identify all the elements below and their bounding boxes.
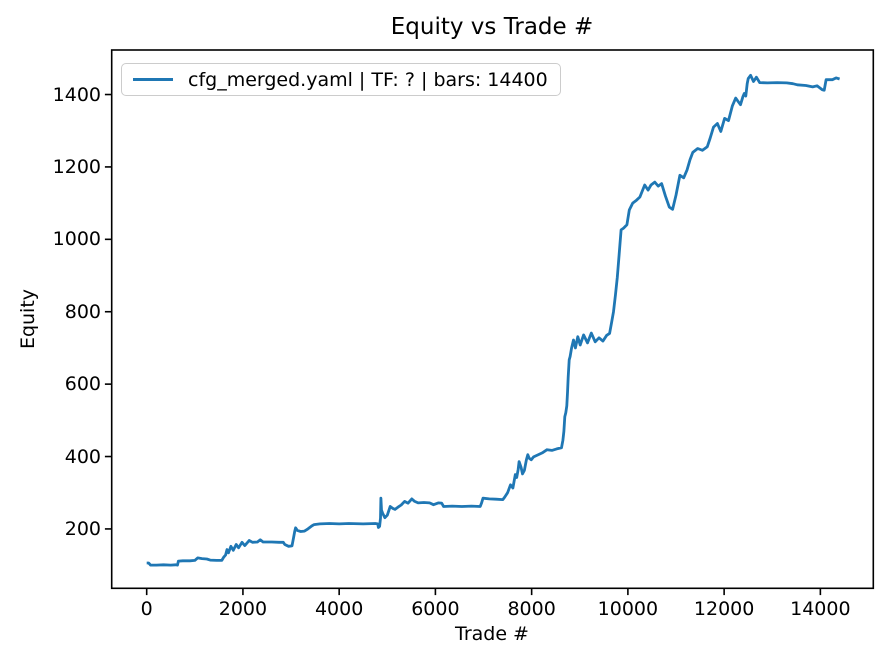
- y-tick-label: 1200: [52, 155, 101, 178]
- x-tick-label: 8000: [507, 598, 556, 620]
- tick-marks: [104, 93, 822, 596]
- x-tick-label: 0: [140, 598, 153, 620]
- x-tick-label: 10000: [597, 598, 659, 620]
- x-tick-label: 14000: [790, 598, 851, 620]
- y-tick-label: 1000: [52, 228, 101, 251]
- y-tick-label: 200: [64, 517, 101, 540]
- chart-title: Equity vs Trade #: [390, 14, 594, 40]
- x-tick-label: 4000: [314, 598, 364, 620]
- legend-label: cfg_merged.yaml | TF: ? | bars: 14400: [188, 68, 548, 91]
- x-tick-label: 2000: [218, 598, 268, 620]
- x-axis-label: Trade #: [455, 623, 529, 645]
- x-tick-label: 6000: [411, 598, 460, 620]
- equity-curve: [146, 73, 841, 567]
- y-tick-label: 400: [64, 445, 101, 468]
- legend-line-swatch: [133, 77, 173, 82]
- axes-spines: [110, 49, 875, 590]
- y-tick-label: 800: [64, 300, 101, 323]
- x-tick-label: 12000: [693, 598, 755, 620]
- y-tick-label: 1400: [52, 83, 101, 106]
- legend: cfg_merged.yaml | TF: ? | bars: 14400: [121, 63, 561, 96]
- y-tick-label: 600: [64, 373, 101, 396]
